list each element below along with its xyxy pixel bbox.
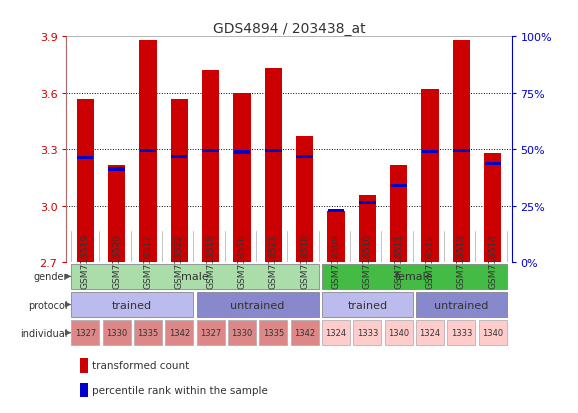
Bar [297, 155, 313, 159]
Text: 1324: 1324 [420, 328, 440, 337]
Text: 1327: 1327 [75, 328, 96, 337]
Text: gender: gender [34, 272, 68, 282]
Text: GSM718510: GSM718510 [363, 233, 372, 288]
Text: 1333: 1333 [357, 328, 378, 337]
Bar [359, 201, 376, 204]
Bar [421, 90, 439, 263]
Text: 1324: 1324 [325, 328, 347, 337]
Text: GSM718522: GSM718522 [175, 233, 184, 288]
Bar [197, 320, 225, 346]
Bar [134, 320, 162, 346]
Text: trained: trained [112, 300, 153, 310]
Text: transformed count: transformed count [92, 361, 190, 370]
Bar [71, 320, 99, 346]
Bar [234, 93, 251, 263]
Bar [453, 41, 470, 263]
Text: GSM718521: GSM718521 [269, 233, 278, 288]
Bar [197, 292, 319, 318]
Text: GSM718518: GSM718518 [300, 233, 309, 288]
Text: 1330: 1330 [106, 328, 127, 337]
Text: GSM718514: GSM718514 [488, 233, 497, 288]
Bar [484, 162, 501, 166]
Text: untrained: untrained [231, 300, 285, 310]
Bar [165, 320, 194, 346]
Bar [479, 320, 507, 346]
Text: 1335: 1335 [263, 328, 284, 337]
Bar [416, 320, 444, 346]
Bar [265, 150, 281, 153]
Text: individual: individual [21, 328, 68, 338]
Text: 1330: 1330 [231, 328, 253, 337]
Bar [109, 168, 125, 171]
Bar [71, 292, 194, 318]
Bar [259, 320, 287, 346]
Bar [384, 320, 413, 346]
Text: 1340: 1340 [482, 328, 503, 337]
Text: GSM718516: GSM718516 [238, 233, 246, 288]
Bar [453, 150, 469, 153]
Bar [202, 71, 219, 263]
Text: 1327: 1327 [200, 328, 221, 337]
Text: GSM718515: GSM718515 [206, 233, 215, 288]
Bar [291, 320, 319, 346]
Bar [265, 69, 282, 263]
Text: GSM718517: GSM718517 [143, 233, 153, 288]
Bar [484, 154, 501, 263]
Bar [353, 320, 381, 346]
Bar [171, 100, 188, 263]
Text: male: male [181, 272, 209, 282]
Text: 1333: 1333 [451, 328, 472, 337]
Bar [102, 320, 131, 346]
Bar [322, 320, 350, 346]
Text: female: female [395, 272, 434, 282]
Text: 1342: 1342 [169, 328, 190, 337]
Text: GSM718511: GSM718511 [394, 233, 403, 288]
Title: GDS4894 / 203438_at: GDS4894 / 203438_at [213, 22, 365, 36]
Bar [139, 41, 157, 263]
Bar [71, 264, 319, 290]
Bar [140, 149, 156, 152]
Text: protocol: protocol [28, 300, 68, 310]
Bar [77, 157, 94, 160]
Bar [359, 196, 376, 263]
Bar [80, 383, 88, 397]
Bar [108, 166, 125, 263]
Bar [416, 292, 507, 318]
Text: untrained: untrained [434, 300, 488, 310]
Text: GSM718509: GSM718509 [332, 233, 340, 288]
Text: 1342: 1342 [294, 328, 315, 337]
Text: 1335: 1335 [138, 328, 158, 337]
Bar [234, 151, 250, 154]
Bar [202, 150, 219, 153]
Bar [390, 166, 407, 263]
Bar [80, 358, 88, 373]
Text: GSM718512: GSM718512 [425, 233, 435, 288]
Text: GSM718513: GSM718513 [457, 233, 466, 288]
Text: trained: trained [347, 300, 387, 310]
Text: GSM718519: GSM718519 [81, 233, 90, 288]
Bar [391, 184, 407, 188]
Bar [322, 292, 413, 318]
Bar [77, 100, 94, 263]
Bar [447, 320, 476, 346]
Text: GSM718520: GSM718520 [112, 233, 121, 288]
Bar [328, 209, 344, 213]
Bar [327, 212, 344, 263]
Bar [322, 264, 507, 290]
Text: 1340: 1340 [388, 328, 409, 337]
Text: percentile rank within the sample: percentile rank within the sample [92, 385, 268, 395]
Bar [171, 155, 187, 159]
Bar [228, 320, 256, 346]
Bar [296, 137, 313, 263]
Bar [422, 150, 438, 154]
